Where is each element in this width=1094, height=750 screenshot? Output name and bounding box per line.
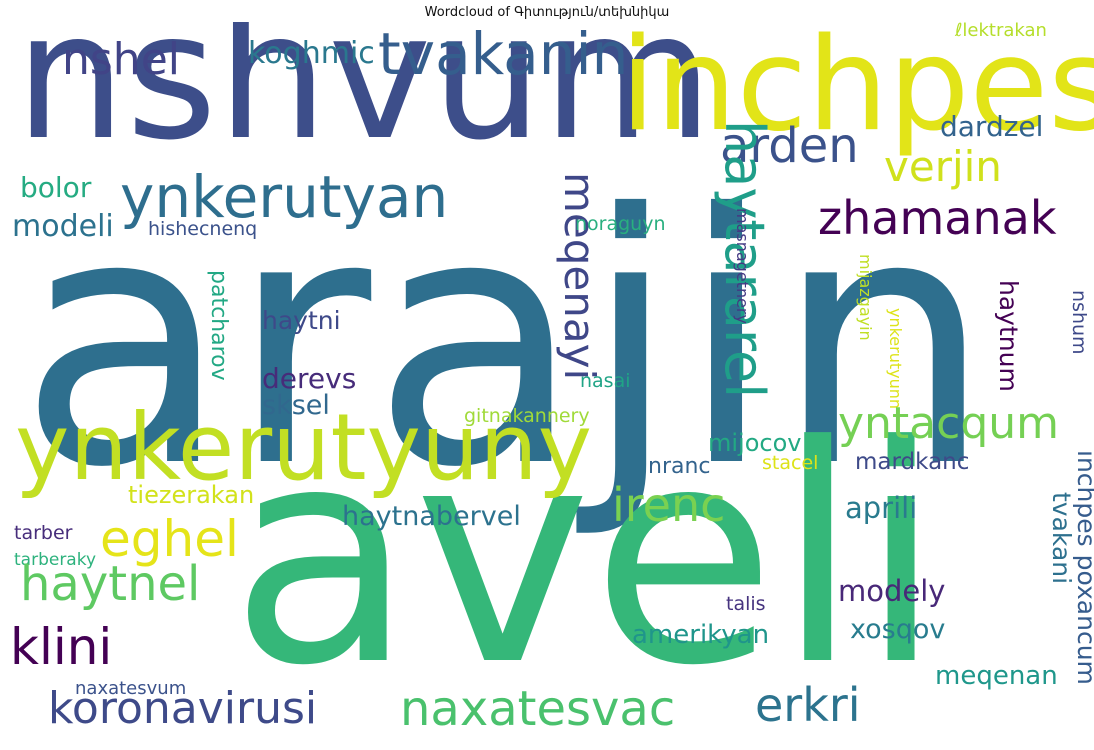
word: inchpes poxancum [1071,450,1094,685]
word: verjin [884,142,1002,191]
word: arden [720,118,859,174]
word: ℓlektrakan [955,22,1047,41]
word: tarber [14,522,73,544]
word: masnagetnery [733,208,753,324]
word: aprili [845,491,918,525]
word: mardkanc [855,449,970,475]
word: naxatesvac [400,681,676,737]
word: meqenayi [554,172,604,381]
word: haytnel [20,556,201,612]
word: mijocov [708,429,802,457]
word: ynkerutyunn [886,308,906,410]
word: meqenan [935,661,1058,691]
chart-title: Wordcloud of Գիտություն/տեխնիկա [424,5,670,20]
word: tarberaky [14,550,97,570]
word: dardzel [940,110,1044,143]
word: nasai [580,370,631,392]
word: ynkerutyan [120,163,449,231]
word: aveli [230,382,943,731]
word: koghmic [248,36,375,71]
word: tvakanin [378,22,629,88]
word: haytni [262,306,341,335]
word: modely [838,574,946,608]
word: haytnabervel [342,501,521,532]
word-cloud: arajin aveli nshvum inchpes ynkerutyuny … [0,22,1094,750]
word: gitnakannery [464,405,590,427]
word: nshvum [15,22,713,179]
word: modeli [12,209,114,244]
word: mijazgayin [856,254,876,341]
word: arajin [18,142,994,543]
word: klini [10,618,113,676]
word: koronavirusi [48,683,318,734]
word: patcharov [205,270,231,381]
word: naxatesvum [75,678,187,699]
word: talis [726,593,766,615]
word: tvakani [1046,492,1076,585]
word: xosqov [850,614,946,645]
word: ynkerutyuny [15,394,593,501]
word: noraguyn [575,213,666,235]
word: zhamanak [818,191,1057,245]
word: derevs [262,362,357,395]
word: yntacqum [838,398,1060,449]
word: hishecnenq [148,218,258,240]
word: nshel [62,34,180,85]
word: eghel [100,510,239,568]
word: nranc [648,454,711,479]
word: haytnum [993,280,1023,392]
word: nshum [1068,290,1091,355]
word: stacel [762,452,819,474]
word: irenc [612,478,726,532]
word: amerikyan [632,620,770,650]
word: sksel [262,390,330,421]
word: tiezerakan [128,481,255,509]
word: erkri [755,678,861,732]
word: bolor [20,171,92,204]
word: inchpes [620,22,1094,160]
